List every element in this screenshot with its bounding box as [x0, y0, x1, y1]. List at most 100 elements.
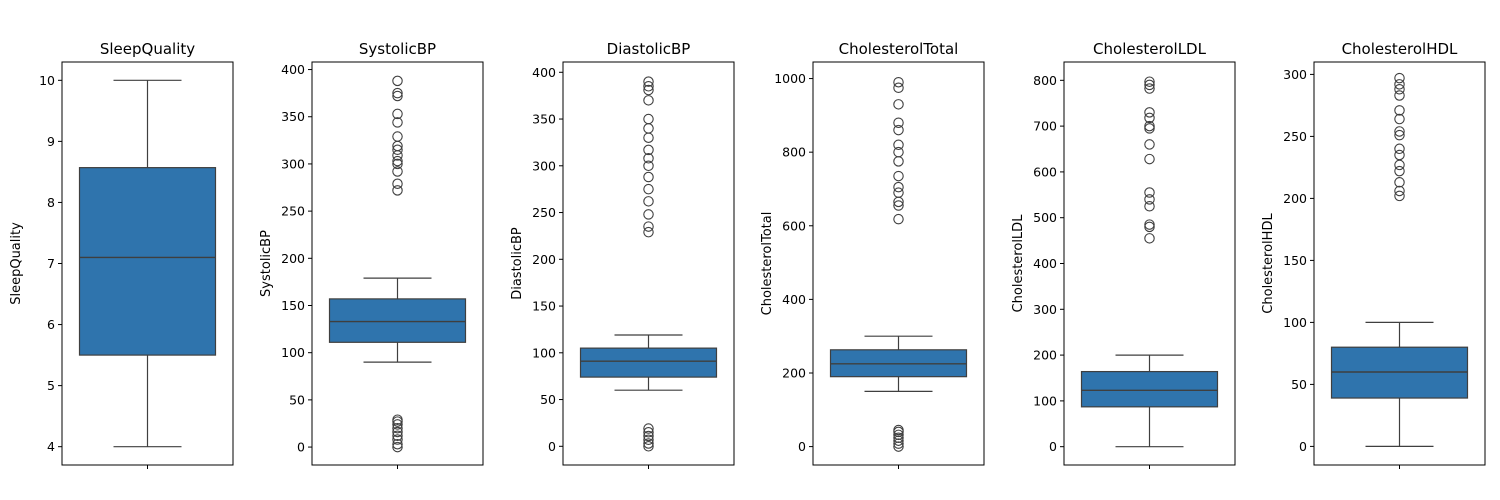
y-tick-label: 300 — [1283, 67, 1307, 82]
y-tick-label: 100 — [1033, 393, 1057, 408]
outlier-point — [392, 144, 403, 156]
outlier-point — [1144, 112, 1155, 124]
y-tick-label: 7 — [47, 256, 55, 271]
outlier-point — [893, 99, 904, 110]
outlier-point — [893, 117, 904, 128]
y-tick-label: 500 — [1033, 210, 1057, 225]
iqr-box — [579, 347, 718, 378]
y-tick-label: 400 — [281, 62, 305, 77]
y-tick-label: 4 — [47, 439, 55, 454]
outlier-point — [643, 123, 654, 134]
y-tick-label: 100 — [1283, 315, 1307, 330]
outlier-point — [643, 427, 654, 438]
outlier-point — [1394, 177, 1405, 188]
outlier-point — [1144, 219, 1155, 230]
outlier-point — [392, 178, 403, 189]
outlier-point — [1144, 120, 1155, 132]
outlier-point — [643, 226, 654, 238]
panel-0: SleepQuality SleepQuality 4 5 6 7 8 9 10 — [9, 40, 234, 469]
panel-title: DiastolicBP — [607, 40, 691, 58]
outlier-point — [392, 131, 403, 142]
outlier-point — [643, 438, 654, 449]
outlier-point — [392, 185, 403, 196]
outlier-point — [893, 76, 904, 88]
outlier-point — [392, 75, 403, 87]
outlier-point — [1144, 83, 1155, 94]
outlier-point — [1394, 84, 1405, 95]
outlier-point — [1394, 79, 1405, 90]
outlier-point — [893, 124, 904, 136]
y-tick-label: 200 — [1033, 348, 1057, 363]
outlier-point — [392, 419, 403, 430]
panel-1: SystolicBP SystolicBP 0 50 100 150 200 250 300 35… — [259, 40, 484, 469]
outlier-point — [643, 132, 654, 143]
outlier-point — [643, 144, 654, 156]
y-axis-label: CholesterolLDL — [1011, 214, 1026, 313]
y-tick-label: 50 — [1291, 377, 1307, 392]
outlier-point — [643, 183, 654, 195]
y-tick-label: 6 — [47, 317, 55, 332]
iqr-box — [78, 167, 217, 356]
outlier-point — [893, 429, 904, 441]
y-tick-label: 100 — [281, 345, 305, 360]
outlier-point — [392, 155, 403, 167]
outlier-point — [1394, 185, 1405, 197]
outlier-point — [643, 153, 654, 164]
outlier-point — [1144, 107, 1155, 118]
outlier-point — [893, 435, 904, 446]
y-tick-label: 400 — [1033, 256, 1057, 271]
outlier-point — [1144, 139, 1155, 150]
y-tick-label: 9 — [47, 134, 55, 149]
y-tick-label: 0 — [548, 439, 556, 454]
outlier-point — [1394, 190, 1405, 202]
outlier-point — [392, 434, 403, 445]
outlier-point — [392, 441, 403, 453]
outlier-point — [893, 432, 904, 444]
y-tick-label: 800 — [782, 145, 806, 160]
outlier-point — [1394, 126, 1405, 137]
outlier-point — [1144, 153, 1155, 165]
panel-title: SleepQuality — [100, 40, 195, 58]
outlier-point — [893, 139, 904, 151]
y-tick-label: 5 — [47, 378, 55, 393]
panel-title: CholesterolTotal — [839, 40, 959, 58]
outlier-point — [643, 113, 654, 125]
panel-4: CholesterolLDL CholesterolLDL 0 100 200 300 40… — [1011, 40, 1236, 469]
outlier-point — [392, 438, 403, 450]
y-tick-label: 800 — [1033, 73, 1057, 88]
outlier-point — [893, 200, 904, 211]
y-tick-label: 700 — [1033, 119, 1057, 134]
outlier-point — [1394, 129, 1405, 141]
y-tick-label: 50 — [540, 392, 556, 407]
outlier-point — [1394, 72, 1405, 84]
outlier-point — [643, 209, 654, 220]
outlier-point — [1394, 159, 1405, 171]
outlier-point — [392, 158, 403, 170]
y-tick-label: 400 — [782, 292, 806, 307]
outlier-point — [1144, 233, 1155, 244]
y-axis-label: CholesterolHDL — [1261, 213, 1276, 314]
y-tick-label: 350 — [281, 109, 305, 124]
outlier-point — [1144, 79, 1155, 91]
outlier-point — [643, 423, 654, 434]
outlier-point — [1394, 113, 1405, 125]
y-tick-label: 0 — [798, 439, 806, 454]
y-tick-label: 300 — [1033, 302, 1057, 317]
outlier-point — [643, 221, 654, 232]
outlier-point — [643, 95, 654, 106]
iqr-box — [328, 298, 467, 343]
outlier-point — [392, 166, 403, 177]
plot-frame — [61, 61, 234, 466]
outlier-point — [1144, 187, 1155, 198]
y-tick-label: 0 — [1299, 439, 1307, 454]
y-axis-label: SleepQuality — [9, 222, 24, 305]
y-tick-label: 200 — [532, 252, 556, 267]
outlier-point — [893, 424, 904, 436]
outlier-point — [643, 434, 654, 446]
y-tick-label: 150 — [1283, 253, 1307, 268]
outlier-point — [643, 76, 654, 87]
panel-title: SystolicBP — [359, 40, 436, 58]
outlier-point — [893, 438, 904, 449]
y-tick-label: 250 — [281, 204, 305, 219]
